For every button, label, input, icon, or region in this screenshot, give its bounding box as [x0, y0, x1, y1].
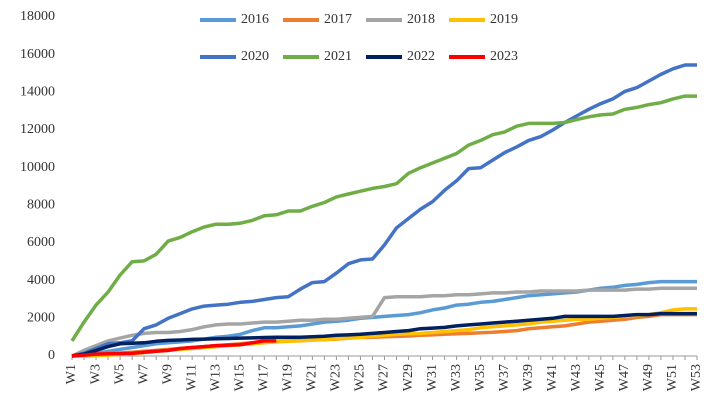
x-tick-label: W13 [208, 364, 223, 391]
legend-label: 2023 [490, 49, 518, 64]
legend-label: 2022 [407, 49, 435, 64]
y-tick-label: 16000 [20, 47, 55, 62]
x-tick-label: W3 [88, 364, 103, 384]
legend-label: 2020 [241, 49, 269, 64]
y-tick-label: 2000 [27, 311, 55, 326]
x-tick-label: W39 [521, 364, 536, 391]
y-tick-label: 18000 [20, 9, 55, 24]
x-tick-label: W53 [689, 364, 704, 391]
x-tick-label: W29 [401, 364, 416, 391]
y-tick-label: 6000 [27, 235, 55, 250]
y-tick-label: 12000 [20, 122, 55, 137]
series-line [70, 94, 697, 342]
x-tick-label: W27 [377, 364, 392, 391]
x-tick-label: W41 [545, 364, 560, 391]
x-tick-label: W15 [232, 364, 247, 391]
x-tick-label: W49 [641, 364, 656, 391]
x-tick-label: W33 [449, 364, 464, 391]
x-tick-label: W5 [112, 364, 127, 384]
x-tick-label: W7 [136, 364, 151, 384]
x-tick-label: W23 [329, 364, 344, 391]
legend-label: 2021 [324, 49, 352, 64]
series-line [71, 63, 697, 358]
x-tick-label: W45 [593, 364, 608, 391]
y-tick-label: 8000 [27, 198, 55, 213]
x-tick-label: W17 [257, 364, 272, 391]
x-tick-label: W51 [665, 364, 680, 391]
x-tick-label: W9 [160, 364, 175, 384]
x-tick-label: W25 [353, 364, 368, 391]
y-tick-label: 4000 [27, 273, 55, 288]
legend-label: 2019 [490, 12, 518, 27]
legend-label: 2018 [407, 12, 435, 27]
x-tick-label: W19 [281, 364, 296, 391]
x-tick-label: W35 [473, 364, 488, 391]
legend-label: 2017 [324, 12, 352, 27]
x-tick-label: W47 [617, 364, 632, 391]
series-line [71, 311, 697, 358]
x-tick-label: W1 [64, 364, 79, 384]
x-tick-label: W11 [184, 364, 199, 391]
y-tick-label: 0 [48, 348, 55, 363]
legend-label: 2016 [241, 12, 269, 27]
y-tick-label: 14000 [20, 85, 55, 100]
series-line [71, 339, 277, 358]
x-tick-label: W31 [425, 364, 440, 391]
x-tick-label: W21 [305, 364, 320, 391]
x-tick-label: W43 [569, 364, 584, 391]
series-line [71, 286, 697, 358]
x-tick-label: W37 [497, 364, 512, 391]
y-tick-label: 10000 [20, 160, 55, 175]
